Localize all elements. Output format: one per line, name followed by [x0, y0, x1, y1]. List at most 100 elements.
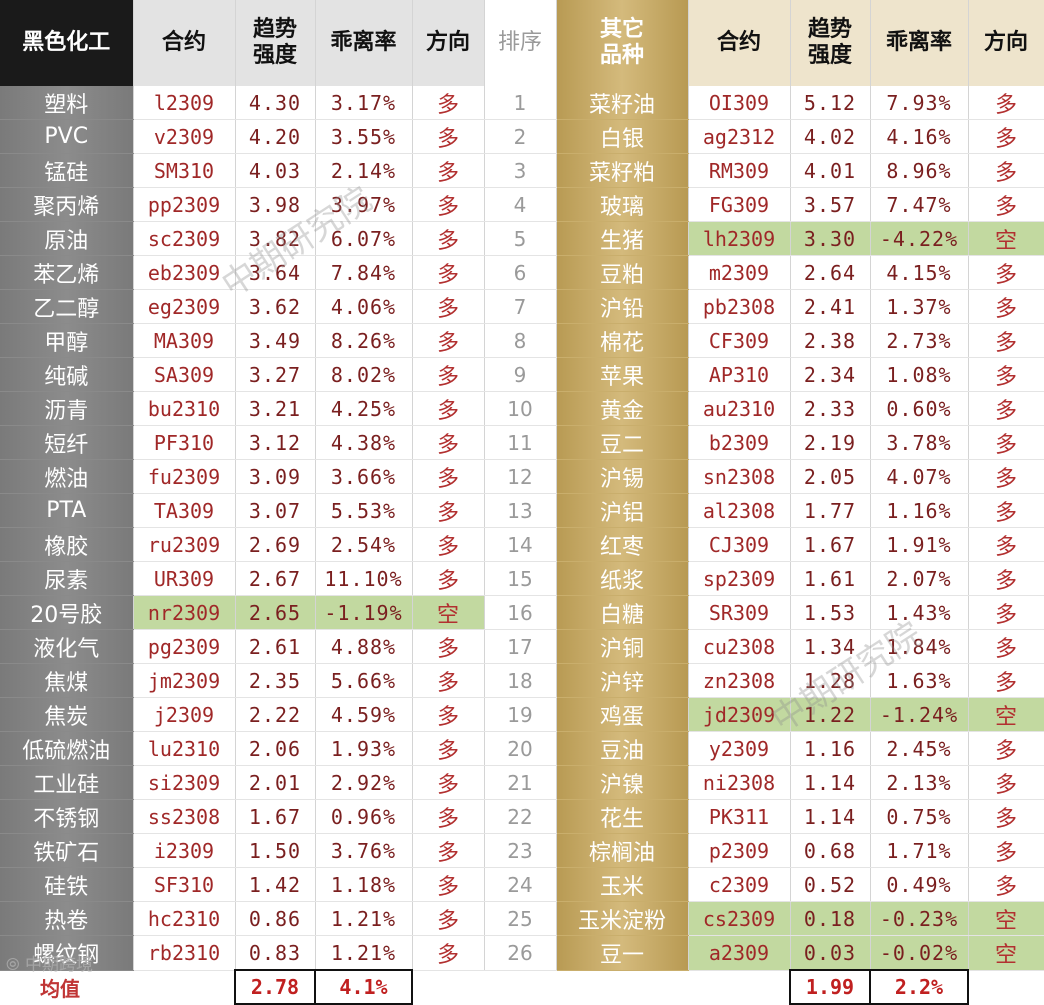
empty-cell: [133, 970, 235, 1004]
left-deviation-cell: 1.21%: [315, 901, 413, 936]
table-row: 工业硅 si2309 2.01 2.92% 多 21 沪镍 ni2308 1.14 2.13% 多: [0, 765, 1044, 800]
left-average-deviation: 4.1%: [314, 969, 413, 1005]
left-category-cell: PTA: [0, 493, 134, 528]
right-strength-cell: 0.52: [790, 867, 871, 902]
left-deviation-cell: 3.17%: [315, 86, 413, 120]
right-direction-cell: 多: [968, 629, 1044, 664]
right-direction-cell: 多: [968, 459, 1044, 494]
right-deviation-cell: 1.63%: [870, 663, 969, 698]
right-deviation-cell: 1.71%: [870, 833, 969, 868]
right-category-cell: 豆一: [556, 935, 689, 971]
right-strength-cell: 2.41: [790, 289, 871, 324]
right-strength-cell: 0.18: [790, 901, 871, 936]
left-contract-cell: ru2309: [133, 527, 236, 562]
right-contract-cell: sn2308: [688, 459, 791, 494]
right-deviation-cell: 2.45%: [870, 731, 969, 766]
left-direction-cell: 多: [412, 527, 485, 562]
table-row: 螺纹钢 rb2310 0.83 1.21% 多 26 豆一 a2309 0.03 -0.02% 空: [0, 935, 1044, 971]
left-strength-cell: 1.50: [235, 833, 316, 868]
rank-cell: 6: [483, 255, 557, 290]
left-strength-cell: 3.12: [235, 425, 316, 460]
left-direction-cell: 多: [412, 697, 485, 732]
left-category-cell: 乙二醇: [0, 289, 134, 324]
right-deviation-cell: 4.16%: [870, 119, 969, 154]
left-category-cell: 甲醇: [0, 323, 134, 358]
left-strength-cell: 2.61: [235, 629, 316, 664]
right-category-cell: 沪镍: [556, 765, 689, 800]
right-contract-cell: ag2312: [688, 119, 791, 154]
right-contract-cell: OI309: [688, 86, 791, 120]
rank-cell: 13: [483, 493, 557, 528]
left-category-cell: 原油: [0, 221, 134, 256]
table-row: 硅铁 SF310 1.42 1.18% 多 24 玉米 c2309 0.52 0.49% 多: [0, 867, 1044, 902]
right-category-cell: 白糖: [556, 595, 689, 630]
left-contract-cell: pg2309: [133, 629, 236, 664]
right-deviation-cell: 3.78%: [870, 425, 969, 460]
right-contract-cell: ni2308: [688, 765, 791, 800]
right-deviation-cell: 1.08%: [870, 357, 969, 392]
right-category-cell: 沪铝: [556, 493, 689, 528]
left-strength-cell: 2.22: [235, 697, 316, 732]
table-row: 塑料 l2309 4.30 3.17% 多 1 菜籽油 OI309 5.12 7.93% 多: [0, 86, 1044, 120]
rank-cell: 25: [483, 901, 557, 936]
rank-cell: 18: [483, 663, 557, 698]
rank-cell: 9: [483, 357, 557, 392]
right-deviation-cell: 1.84%: [870, 629, 969, 664]
left-contract-cell: i2309: [133, 833, 236, 868]
left-category-cell: 纯碱: [0, 357, 134, 392]
left-deviation-cell: 8.26%: [315, 323, 413, 358]
left-category-cell: 燃油: [0, 459, 134, 494]
right-contract-cell: FG309: [688, 187, 791, 222]
left-deviation-cell: 4.25%: [315, 391, 413, 426]
left-contract-cell: sc2309: [133, 221, 236, 256]
right-strength-cell: 2.05: [790, 459, 871, 494]
right-average-deviation: 2.2%: [869, 969, 969, 1005]
right-category-cell: 鸡蛋: [556, 697, 689, 732]
right-direction-cell: 多: [968, 187, 1044, 222]
left-contract-cell: PF310: [133, 425, 236, 460]
left-contract-cell: jm2309: [133, 663, 236, 698]
left-direction-cell: 多: [412, 425, 485, 460]
left-direction-cell: 多: [412, 799, 485, 834]
rank-cell: 12: [483, 459, 557, 494]
rank-cell: 24: [483, 867, 557, 902]
empty-cell: [968, 970, 1044, 1004]
right-deviation-cell: 0.75%: [870, 799, 969, 834]
left-direction-cell: 空: [412, 595, 485, 630]
left-direction-cell: 多: [412, 663, 485, 698]
right-deviation-cell: 2.07%: [870, 561, 969, 596]
left-deviation-cell: 1.21%: [315, 935, 413, 971]
right-contract-cell: PK311: [688, 799, 791, 834]
right-strength-cell: 5.12: [790, 86, 871, 120]
rank-cell: 8: [483, 323, 557, 358]
right-contract-cell: sp2309: [688, 561, 791, 596]
header-contract-right: 合约: [688, 0, 791, 86]
left-strength-cell: 4.20: [235, 119, 316, 154]
left-direction-cell: 多: [412, 901, 485, 936]
left-contract-cell: eb2309: [133, 255, 236, 290]
right-category-cell: 白银: [556, 119, 689, 154]
right-contract-cell: cs2309: [688, 901, 791, 936]
table-row: 燃油 fu2309 3.09 3.66% 多 12 沪锡 sn2308 2.05 4.07% 多: [0, 459, 1044, 494]
right-direction-cell: 多: [968, 425, 1044, 460]
right-deviation-cell: 7.93%: [870, 86, 969, 120]
left-direction-cell: 多: [412, 833, 485, 868]
right-category-cell: 沪铜: [556, 629, 689, 664]
table-row: 沥青 bu2310 3.21 4.25% 多 10 黄金 au2310 2.33 0.60% 多: [0, 391, 1044, 426]
right-direction-cell: 多: [968, 561, 1044, 596]
left-category-cell: 20号胶: [0, 595, 134, 630]
left-contract-cell: rb2310: [133, 935, 236, 971]
left-category-cell: 工业硅: [0, 765, 134, 800]
average-row: 均值 2.78 4.1% 1.99 2.2%: [0, 969, 1044, 1005]
right-strength-cell: 1.53: [790, 595, 871, 630]
right-direction-cell: 多: [968, 255, 1044, 290]
left-category-cell: 低硫燃油: [0, 731, 134, 766]
left-strength-cell: 3.21: [235, 391, 316, 426]
left-deviation-cell: 11.10%: [315, 561, 413, 596]
right-deviation-cell: 4.07%: [870, 459, 969, 494]
right-direction-cell: 多: [968, 867, 1044, 902]
left-direction-cell: 多: [412, 357, 485, 392]
right-direction-cell: 多: [968, 289, 1044, 324]
left-direction-cell: 多: [412, 459, 485, 494]
